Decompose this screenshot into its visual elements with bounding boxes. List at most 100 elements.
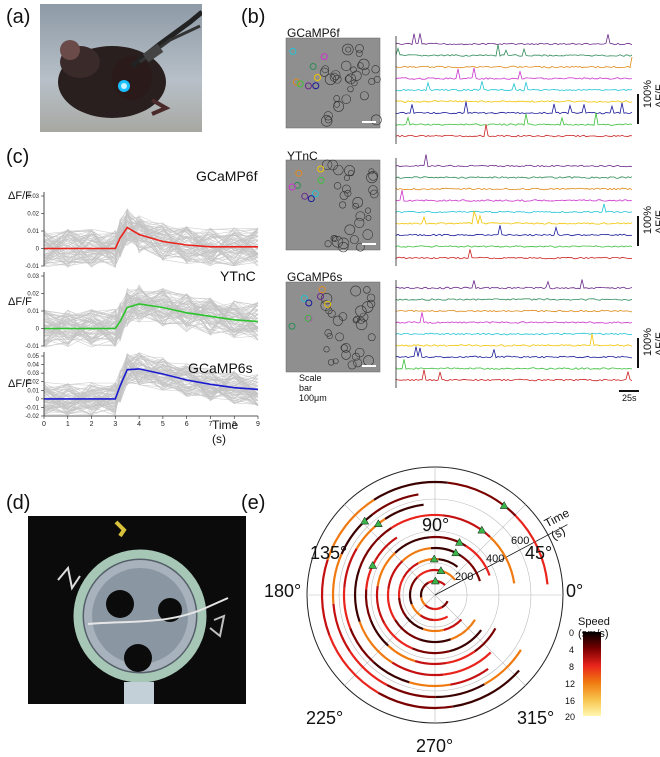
roi-outline: [323, 346, 330, 353]
trajectory-segment: [435, 683, 485, 699]
single-trial-trace: [43, 363, 259, 409]
roi-outline: [359, 91, 369, 101]
roi-outline: [330, 70, 341, 80]
roi-highlight: [304, 314, 312, 322]
y-tick-label: -0.01: [25, 344, 39, 350]
trajectory-segment: [397, 577, 405, 598]
y-tick-label: 0: [36, 397, 40, 403]
trace-line: [395, 101, 633, 115]
radial-axis: [434, 524, 568, 596]
response-plot: 0.05 0.04 0.03 0.02 0.01 0 -0.01 -0.02: [25, 352, 259, 420]
trajectory-segment: [411, 647, 451, 655]
trajectory-segment: [376, 552, 396, 587]
single-trial-trace: [43, 224, 259, 264]
colorbar-gradient: [583, 632, 601, 716]
mean-trace: [44, 226, 258, 250]
trace-line: [395, 187, 633, 191]
single-trial-trace: [43, 353, 259, 404]
trajectory-segment: [383, 622, 413, 650]
trajectory-segment: [450, 668, 489, 686]
x-tick-label: 2: [90, 421, 94, 428]
single-trial-trace: [43, 298, 259, 339]
single-trial-trace: [43, 209, 259, 258]
trajectory-segment: [374, 536, 398, 561]
trajectory-segment: [473, 627, 497, 653]
single-trial-trace: [43, 293, 259, 336]
trajectory-segment: [421, 581, 430, 590]
single-trial-trace: [43, 358, 259, 410]
ylabel-2: ΔF/F: [8, 296, 32, 308]
angle-label-90: 90°: [422, 515, 450, 535]
trajectory-segment: [418, 638, 451, 644]
roi-outline: [327, 309, 336, 318]
trace-line: [395, 279, 633, 290]
angle-label-180: 180°: [264, 581, 302, 601]
polar-plot: [306, 466, 568, 724]
mouse-illustration: [58, 10, 202, 118]
reward-marker: [373, 519, 383, 528]
plot-label-gcamp6s: GCaMP6s: [188, 360, 253, 376]
time-scale-label: 25s: [622, 393, 637, 403]
trajectory-segment: [348, 650, 388, 686]
roi-highlight: [293, 78, 301, 86]
single-trial-trace: [43, 307, 259, 342]
trajectory-segment: [450, 619, 476, 641]
polar-grid-spoke: [344, 594, 436, 686]
x-tick-label: 1: [66, 421, 70, 428]
single-trial-trace: [43, 361, 259, 411]
single-trial-trace: [43, 371, 259, 410]
trajectory-segment: [343, 548, 358, 588]
trace-line: [395, 67, 633, 80]
trajectory-segment: [422, 627, 444, 633]
roi-outline: [326, 332, 333, 340]
x-tick-label: 0: [42, 421, 46, 428]
roi-outline: [368, 168, 375, 175]
roi-outline: [350, 285, 362, 297]
single-trial-trace: [43, 295, 259, 348]
colorbar-tick-16: 16: [565, 696, 576, 706]
roi-outline: [355, 305, 367, 317]
roi-outline: [366, 293, 376, 303]
roi-outline: [345, 73, 357, 85]
fov-block: [285, 279, 639, 388]
trace-line: [395, 210, 633, 225]
panel-label-a: (a): [6, 6, 31, 28]
trajectory-segment: [445, 650, 476, 665]
panel-c-canvas: 0.030.020.010-0.010.030.020.010-0.010.05…: [25, 192, 260, 428]
y-tick-label: 0.03: [27, 371, 39, 377]
trace-line: [395, 176, 633, 179]
roi-outline: [355, 318, 368, 331]
y-tick-label: -0.01: [25, 264, 39, 270]
y-tick-label: 0: [36, 247, 40, 253]
roi-outline: [371, 65, 380, 74]
trace-line: [395, 190, 633, 202]
roi-highlight: [307, 195, 315, 203]
trajectory-segment: [409, 576, 418, 591]
single-trial-trace: [43, 227, 259, 252]
roi-highlight: [324, 300, 332, 308]
trace-line: [395, 309, 633, 313]
trajectory-segment: [410, 603, 422, 617]
polar-grid-spoke: [434, 504, 526, 596]
single-trial-trace: [43, 290, 259, 342]
single-trial-trace: [43, 224, 259, 267]
single-trial-trace: [43, 289, 259, 340]
reward-marker: [430, 576, 440, 585]
roi-highlight: [300, 294, 308, 302]
trace-line: [395, 203, 633, 214]
roi-highlight: [311, 190, 319, 198]
roi-outline: [327, 359, 335, 366]
roi-outline: [319, 67, 329, 77]
trace-line: [395, 333, 633, 347]
fov-block: [285, 33, 639, 144]
roi-outline: [345, 46, 352, 53]
roi-outline: [357, 316, 365, 324]
fov-border: [285, 37, 381, 129]
roi-outline: [344, 224, 356, 236]
trajectory-segment: [349, 627, 375, 663]
trajectory-segment: [460, 555, 481, 582]
trajectory-segment: [391, 661, 444, 677]
trajectory-segment: [342, 587, 352, 629]
plot-label-ytnc: YTnC: [220, 268, 256, 284]
roi-outline: [363, 286, 371, 294]
